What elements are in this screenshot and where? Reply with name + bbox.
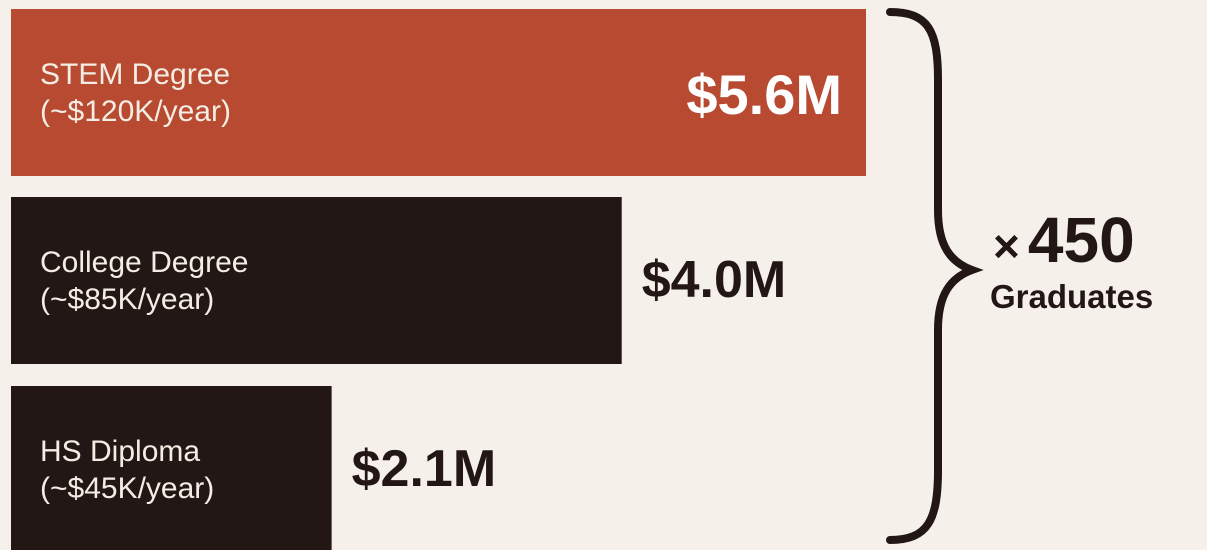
bar-category-label: HS Diploma [40,435,200,468]
bar-category-label: STEM Degree [40,58,230,91]
bar-category-label: College Degree [40,246,248,279]
multiplier-symbol: × [993,220,1020,272]
bar-value-label: $4.0M [642,251,787,309]
bar-3 [11,386,332,550]
multiplier-number: 450 [1028,204,1135,276]
multiplier-caption: Graduates [990,278,1153,315]
multiplier-text: × 450 [993,204,1135,276]
bar-2 [11,197,622,364]
bar-group-3: HS Diploma (~$45K/year) $2.1M [11,386,496,550]
bar-sublabel: (~$120K/year) [40,95,231,128]
bar-1 [11,9,866,176]
bar-group-2: College Degree (~$85K/year) $4.0M [11,197,786,364]
bar-sublabel: (~$45K/year) [40,472,214,505]
bar-group-1: STEM Degree (~$120K/year) $5.6M [11,9,866,176]
bar-sublabel: (~$85K/year) [40,283,214,316]
bar-value-label: $2.1M [352,440,497,498]
bar-value-label: $5.6M [686,63,842,126]
grouping-brace [886,8,984,544]
